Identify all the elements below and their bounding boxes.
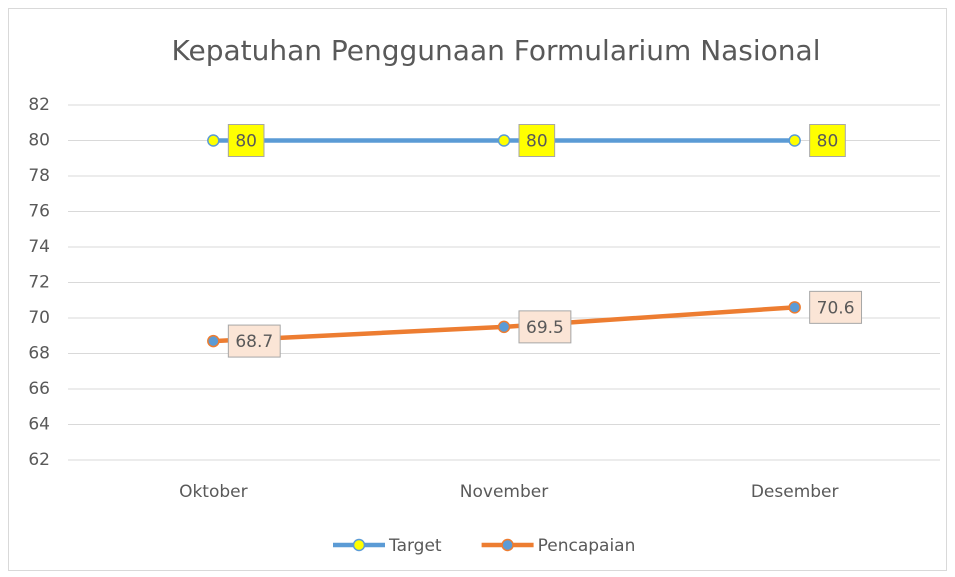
data-label-box	[518, 310, 572, 344]
y-tick-label: 72	[28, 273, 50, 293]
legend-label: Pencapaian	[538, 536, 636, 556]
x-tick-label: Desember	[751, 482, 839, 502]
marker	[497, 320, 511, 334]
marker	[788, 301, 801, 314]
data-label: 70.6	[817, 298, 855, 318]
data-label-box	[809, 124, 846, 157]
y-tick-label: 62	[28, 450, 50, 470]
data-label: 80	[817, 132, 839, 152]
legend-marker	[352, 538, 366, 552]
marker	[207, 134, 220, 147]
chart-title: Kepatuhan Penggunaan Formularium Nasiona…	[172, 34, 821, 67]
y-tick-label: 64	[28, 415, 50, 435]
data-label: 80	[235, 132, 257, 152]
chart-border	[8, 8, 947, 571]
marker	[788, 134, 801, 147]
y-tick-label: 78	[28, 166, 50, 186]
y-tick-label: 68	[28, 344, 50, 364]
y-tick-label: 82	[28, 95, 50, 115]
legend-label: Target	[388, 536, 442, 556]
marker	[497, 134, 511, 147]
x-tick-label: Oktober	[179, 482, 248, 502]
y-tick-label: 80	[28, 131, 50, 151]
y-tick-label: 76	[28, 202, 50, 222]
data-label: 69.5	[526, 318, 564, 338]
data-label: 68.7	[235, 332, 273, 352]
x-tick-label: November	[460, 482, 548, 502]
y-tick-label: 74	[28, 237, 50, 257]
data-label-box	[227, 124, 265, 157]
marker	[207, 334, 220, 348]
data-label: 80	[526, 132, 548, 152]
data-label-box	[809, 290, 863, 324]
y-tick-label: 66	[28, 379, 50, 399]
legend-marker	[501, 538, 514, 552]
y-tick-label: 70	[28, 308, 50, 328]
data-label-box	[227, 324, 281, 358]
data-label-box	[518, 124, 556, 157]
